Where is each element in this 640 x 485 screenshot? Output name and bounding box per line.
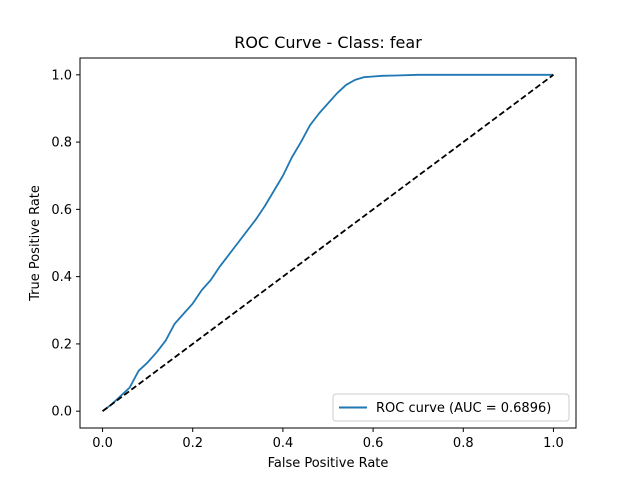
x-tick-label: 1.0: [543, 436, 564, 451]
plot-frame: [79, 57, 577, 429]
x-axis: 0.0 0.2 0.4 0.6 0.8 1.0: [92, 428, 564, 451]
legend-box: [332, 393, 570, 422]
x-axis-label: False Positive Rate: [268, 456, 389, 471]
chance-diagonal-line: [102, 74, 554, 412]
y-axis-label: True Positive Rate: [28, 185, 43, 302]
roc-curve-line: [102, 73, 554, 412]
y-tick-label: 1.0: [51, 68, 72, 83]
y-tick-label: 0.8: [51, 136, 72, 151]
y-tick-label: 0.4: [51, 270, 72, 285]
chart-title: ROC Curve - Class: fear: [234, 33, 422, 52]
x-tick-label: 0.4: [273, 436, 294, 451]
y-axis: 0.0 0.2 0.4 0.6 0.8 1.0: [51, 68, 80, 420]
x-tick-label: 0.6: [363, 436, 384, 451]
y-tick-label: 0.0: [51, 405, 72, 420]
x-tick-label: 0.8: [453, 436, 474, 451]
plot-area: [102, 73, 554, 412]
y-tick-label: 0.2: [51, 337, 72, 352]
y-tick-label: 0.6: [51, 203, 72, 218]
legend: ROC curve (AUC = 0.6896): [332, 393, 570, 422]
x-tick-label: 0.0: [92, 436, 113, 451]
legend-label: ROC curve (AUC = 0.6896): [376, 401, 551, 416]
x-tick-label: 0.2: [182, 436, 203, 451]
